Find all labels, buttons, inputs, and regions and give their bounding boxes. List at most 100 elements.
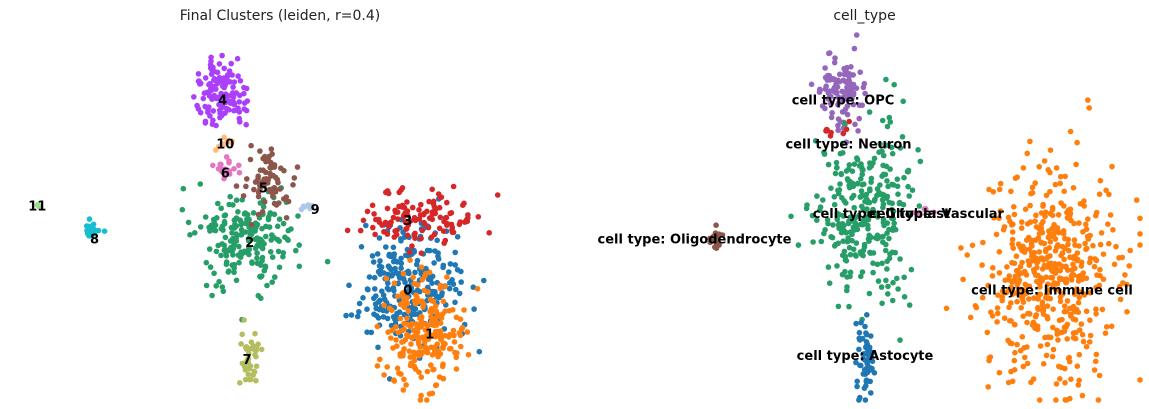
data-point [1009, 241, 1015, 247]
data-point [435, 353, 441, 360]
data-point [369, 202, 376, 209]
data-point [269, 151, 275, 157]
data-point [884, 193, 891, 200]
data-point [879, 148, 885, 155]
data-point [1100, 276, 1107, 283]
data-point [268, 237, 275, 243]
data-point [1065, 355, 1072, 362]
data-point [221, 220, 228, 227]
data-point [1044, 295, 1051, 302]
data-point [409, 311, 415, 318]
cluster-points-9 [298, 202, 316, 213]
data-point [889, 150, 896, 157]
data-point [373, 293, 379, 299]
data-point [1110, 227, 1116, 233]
data-point [1070, 185, 1077, 191]
data-point [1073, 161, 1079, 168]
data-point [853, 359, 859, 366]
data-point [214, 215, 220, 221]
data-point [1075, 382, 1082, 388]
data-point [402, 279, 408, 286]
data-point [870, 269, 876, 276]
data-point [1014, 341, 1020, 348]
data-point [828, 114, 835, 121]
data-point [205, 106, 211, 113]
cluster-points-8 [83, 216, 108, 239]
data-point [821, 230, 827, 237]
data-point [255, 193, 262, 200]
data-point [430, 201, 437, 207]
data-point [418, 318, 425, 325]
data-point [867, 250, 874, 256]
data-point [1035, 306, 1041, 313]
data-point [409, 204, 416, 211]
data-point [1011, 204, 1017, 210]
cluster-points-cell-type-glioblast [823, 118, 852, 139]
data-point [853, 222, 860, 228]
data-point [92, 227, 98, 234]
celltype-scatter-plot: cell type: Immune cell cell type: Neuron c… [598, 32, 1143, 403]
points-layer [707, 32, 1143, 403]
data-point [879, 260, 885, 267]
data-point [899, 134, 906, 140]
data-point [275, 179, 281, 186]
data-point [1064, 298, 1071, 304]
data-point [861, 241, 868, 248]
data-point [368, 329, 375, 336]
data-point [1074, 256, 1081, 263]
data-point [1001, 315, 1008, 322]
data-point [360, 295, 366, 301]
data-point [1042, 209, 1049, 215]
data-point [996, 270, 1003, 276]
data-point [380, 292, 387, 299]
data-point [843, 139, 850, 145]
data-point [356, 309, 362, 315]
data-point [1068, 277, 1075, 283]
data-point [1021, 345, 1027, 351]
data-point [825, 220, 831, 227]
data-point [83, 223, 90, 229]
data-point [458, 279, 465, 285]
data-point [432, 303, 439, 309]
data-point [1020, 313, 1026, 320]
data-point [1014, 281, 1020, 288]
data-point [849, 231, 855, 238]
cluster-points-cell-type-immune-cell [943, 97, 1143, 403]
data-point [1059, 316, 1065, 323]
data-point [1095, 397, 1102, 403]
data-point [838, 229, 845, 236]
data-point [865, 226, 871, 232]
data-point [392, 209, 399, 216]
data-point [374, 363, 381, 369]
data-point [1034, 323, 1041, 330]
cluster-label: 4 [218, 94, 227, 109]
data-point [376, 216, 382, 223]
data-point [828, 185, 834, 191]
data-point [429, 280, 435, 287]
data-point [988, 309, 994, 316]
data-point [235, 209, 241, 215]
data-point [214, 80, 221, 87]
data-point [271, 164, 278, 170]
data-point [404, 300, 410, 307]
data-point [296, 242, 303, 248]
data-point [1013, 267, 1020, 274]
data-point [395, 270, 401, 277]
data-point [344, 227, 351, 234]
data-point [1058, 364, 1065, 371]
data-point [260, 204, 267, 210]
data-point [1035, 272, 1041, 279]
data-point [1093, 284, 1099, 291]
data-point [889, 215, 895, 221]
data-point [418, 250, 425, 256]
data-point [1013, 253, 1020, 259]
data-point [854, 226, 861, 233]
data-point [857, 194, 864, 200]
data-point [1116, 254, 1122, 261]
data-point [247, 229, 253, 236]
data-point [293, 247, 299, 254]
data-point [859, 269, 866, 275]
cluster-label: 6 [221, 167, 230, 182]
data-point [844, 274, 850, 280]
data-point [412, 269, 418, 276]
